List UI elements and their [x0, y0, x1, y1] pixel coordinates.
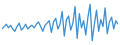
series-line	[2, 4, 118, 40]
plot-area	[2, 4, 118, 40]
chart	[0, 0, 120, 45]
